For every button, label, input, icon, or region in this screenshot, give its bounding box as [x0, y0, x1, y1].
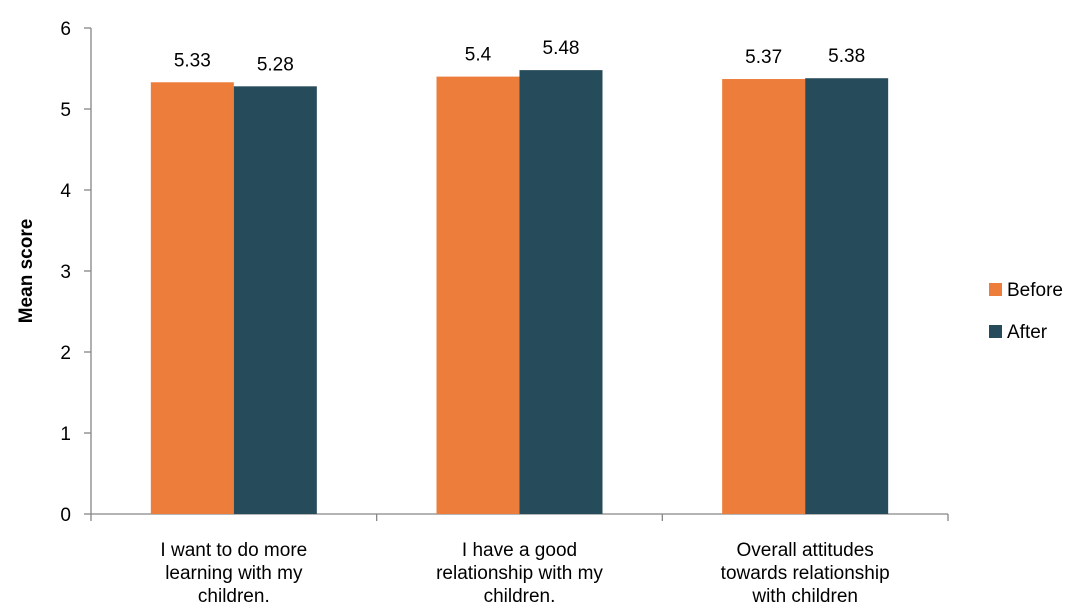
x-tick-label: I want to do more learning with my childre…	[160, 540, 307, 607]
y-axis: 0 1 2 3 4 5 6	[60, 19, 92, 526]
bar-after	[519, 70, 603, 515]
y-tick-label: 2	[60, 343, 71, 364]
data-label: 5.37	[745, 47, 782, 68]
x-tick-label: I have a good relationship with my childre…	[436, 540, 603, 607]
data-label: 5.48	[543, 38, 580, 59]
legend-swatch	[989, 283, 1002, 296]
y-tick-label: 0	[60, 505, 71, 526]
y-axis-title: Mean score	[16, 219, 37, 324]
bar-before	[722, 79, 806, 514]
x-tick-label: Overall attitudes towards relationship wit…	[721, 540, 890, 607]
legend: Before After	[989, 280, 1063, 343]
legend-label: After	[1007, 322, 1048, 343]
legend-swatch	[989, 325, 1002, 338]
data-label: 5.4	[465, 45, 492, 66]
bar-after	[805, 78, 889, 514]
bars	[150, 70, 889, 515]
legend-label: Before	[1007, 280, 1063, 301]
y-tick-label: 1	[60, 424, 71, 445]
y-tick-label: 3	[60, 262, 71, 283]
x-axis: I want to do more learning with my childre…	[90, 513, 949, 607]
bar-before	[436, 76, 520, 514]
data-label: 5.28	[257, 54, 294, 75]
data-label: 5.38	[828, 46, 865, 67]
bar-before	[150, 82, 234, 515]
data-label: 5.33	[174, 50, 211, 71]
y-tick-label: 4	[60, 181, 71, 202]
bar-after	[233, 86, 317, 514]
y-tick-label: 6	[60, 19, 71, 40]
value-labels: 5.33 5.28 5.4 5.48 5.37 5.38	[174, 38, 865, 75]
y-tick-label: 5	[60, 100, 71, 121]
